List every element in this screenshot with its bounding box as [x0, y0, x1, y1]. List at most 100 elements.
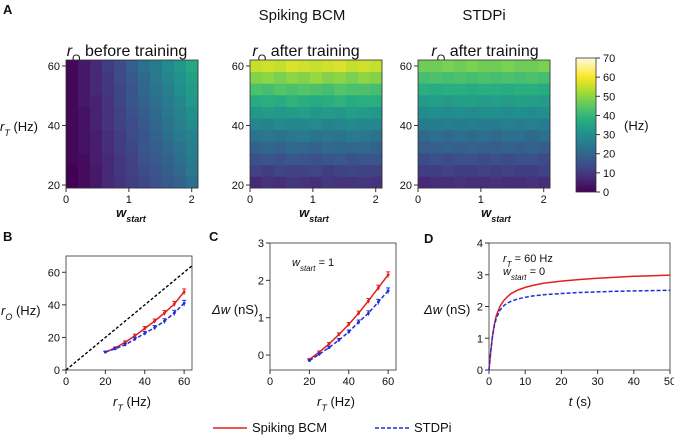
annotation-wstart: wstart = 1: [292, 257, 334, 273]
heatmap-cell: [442, 129, 455, 142]
heatmap-cell: [286, 106, 299, 119]
heatmap-cell: [454, 118, 467, 131]
heatmap-cell: [262, 164, 275, 177]
heatmap-cell: [322, 153, 335, 166]
heatmap-cell: [310, 176, 323, 189]
heatmap-cell: [478, 129, 491, 142]
heatmap-cell: [90, 176, 103, 189]
heatmap-cell: [502, 118, 515, 131]
heatmap-cell: [78, 129, 91, 142]
heatmap-cell: [174, 118, 187, 131]
annotation-wstart: wstart = 0: [503, 266, 545, 282]
heatmap-cell: [370, 176, 383, 189]
heatmap-cell: [102, 106, 115, 119]
annotation-rt: rT = 60 Hz: [503, 253, 553, 269]
axes: 0 1 2 20 40 60: [400, 61, 547, 206]
heatmap-cell: [442, 60, 455, 73]
heatmap-cell: [334, 106, 347, 119]
colorbar: 0 10 20 30 40 50 60 70 (Hz): [575, 53, 649, 199]
heatmap-cell: [538, 94, 551, 107]
heatmap-cell: [358, 60, 371, 73]
colorbar-tick-label: 70: [603, 53, 615, 65]
heatmap-cell: [250, 176, 263, 189]
legend-label-spiking-bcm: Spiking BCM: [252, 420, 327, 435]
heatmap-cell: [66, 83, 79, 96]
heatmap-cell: [370, 83, 383, 96]
heatmap-cell: [466, 129, 479, 142]
heatmap-cell: [466, 176, 479, 189]
data-point: [386, 289, 390, 293]
heatmap-cell: [526, 176, 539, 189]
data-point: [376, 286, 380, 290]
axes: 0 20 40 60 0 20 40 60: [48, 267, 191, 388]
heatmap-cell: [126, 153, 139, 166]
heatmap-cell: [442, 71, 455, 84]
heatmap-cell: [138, 71, 151, 84]
heatmap-cell: [490, 71, 503, 84]
heatmap-cell: [514, 83, 527, 96]
heatmap-cell: [310, 141, 323, 154]
heatmap-cell: [346, 106, 359, 119]
heatmap-cell: [90, 60, 103, 73]
heatmap-cell: [114, 176, 127, 189]
heatmap-cell: [478, 60, 491, 73]
heatmap-cell: [490, 153, 503, 166]
axes: 0 1 2 20 40 60: [232, 61, 379, 206]
heatmap-cell: [454, 94, 467, 107]
heatmap-cell: [466, 83, 479, 96]
heatmap-cell: [102, 60, 115, 73]
axes: 0 20 40 60 0 1 2 3: [258, 238, 394, 388]
heatmap-cell: [186, 164, 199, 177]
heatmap-cell: [262, 129, 275, 142]
heatmap-cell: [322, 71, 335, 84]
heatmap-cell: [174, 106, 187, 119]
data-point: [133, 334, 137, 338]
heatmap-cell: [102, 83, 115, 96]
heatmap-cell: [490, 141, 503, 154]
heatmap-cell: [358, 129, 371, 142]
heatmap-cell: [114, 106, 127, 119]
heatmap-cell: [126, 141, 139, 154]
heatmap-cell: [490, 106, 503, 119]
heatmap-cell: [430, 60, 443, 73]
heatmap-cell: [454, 129, 467, 142]
heatmap-cell: [90, 118, 103, 131]
heatmap-cell: [322, 94, 335, 107]
heatmap-cell: [358, 176, 371, 189]
heatmap-cell: [162, 129, 175, 142]
heatmap-cell: [102, 164, 115, 177]
heatmap-cell: [454, 83, 467, 96]
data-point: [337, 338, 341, 342]
x-tick-label: 30: [591, 376, 603, 388]
heatmap-cell: [114, 71, 127, 84]
heatmap-cell: [346, 153, 359, 166]
heatmap-title: rO after training: [252, 43, 359, 65]
series-line-identity: [65, 265, 193, 371]
heatmap-cell: [310, 94, 323, 107]
colorbar-axis: 0 10 20 30 40 50 60 70: [596, 53, 615, 199]
heatmap-cell: [454, 106, 467, 119]
heatmap-cell: [346, 94, 359, 107]
colorbar-unit-label: (Hz): [624, 118, 649, 133]
heatmap-cell: [538, 118, 551, 131]
heatmap-cell: [90, 94, 103, 107]
heatmap-cells: [418, 60, 551, 189]
y-tick-label: 40: [400, 120, 412, 132]
heatmap-cell: [162, 106, 175, 119]
heatmap-cell: [286, 71, 299, 84]
x-tick-label: 0: [63, 194, 69, 206]
heatmap-cell: [502, 60, 515, 73]
heatmap-cell: [78, 141, 91, 154]
y-tick-label: 40: [232, 120, 244, 132]
heatmap-cell: [334, 153, 347, 166]
heatmap-cell: [310, 129, 323, 142]
heatmap-cells: [66, 60, 199, 189]
heatmap-cell: [286, 153, 299, 166]
heatmap-cell: [430, 106, 443, 119]
heatmap-cell: [466, 141, 479, 154]
heatmap-cell: [346, 129, 359, 142]
heatmap-cell: [310, 83, 323, 96]
heatmap-spiking-bcm-after-training: rO after training 0 1 2 20 40 60 wstart: [232, 43, 383, 224]
colorbar-tick-label: 10: [603, 168, 615, 180]
